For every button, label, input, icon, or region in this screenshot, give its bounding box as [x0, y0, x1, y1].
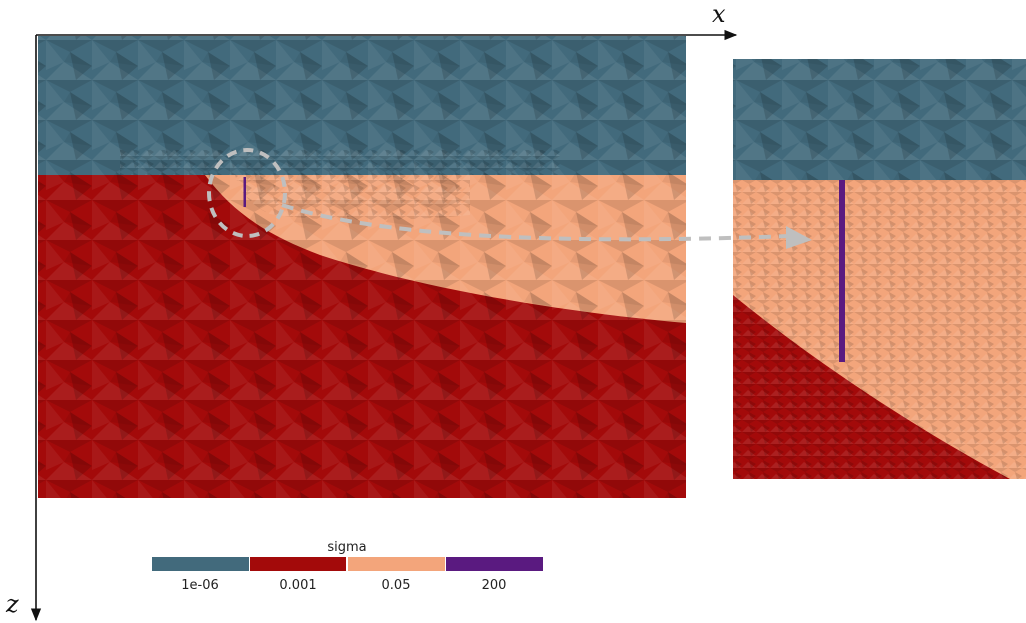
z-axis-label: z	[5, 590, 19, 618]
color-legend: sigma 1e-06 0.001 0.05 200	[152, 540, 543, 593]
legend-swatch-4	[446, 557, 543, 571]
well-fill	[243, 177, 246, 207]
legend-swatch-3	[348, 557, 445, 571]
legend-label-2: 0.001	[279, 578, 316, 593]
zoom-arrow-head	[786, 226, 812, 249]
target-fine-mesh	[235, 175, 470, 221]
inset-well-line	[839, 180, 845, 362]
inset-host-fill-texture	[733, 295, 1010, 479]
main-mesh	[38, 36, 686, 498]
legend-label-3: 0.05	[382, 578, 411, 593]
air-layer	[38, 36, 686, 175]
target-region	[205, 175, 686, 323]
legend-title: sigma	[327, 540, 366, 555]
well-line	[243, 177, 246, 207]
axes: x z	[5, 0, 738, 622]
zoom-circle	[207, 148, 287, 238]
air-fill-texture	[38, 36, 686, 175]
legend-swatch-2	[250, 557, 346, 571]
x-axis-label: x	[712, 0, 726, 28]
air-fine-mesh	[120, 150, 560, 175]
inset-air-layer	[733, 59, 1026, 180]
inset-host-region	[733, 295, 1010, 479]
inset-air-fill-texture	[733, 59, 1026, 180]
legend-label-4: 200	[482, 578, 507, 593]
zoom-inset	[733, 59, 1026, 479]
legend-label-1: 1e-06	[181, 578, 219, 593]
inset-well-fill	[839, 180, 845, 362]
zoom-arrow	[281, 203, 791, 242]
legend-swatch-1	[152, 557, 249, 571]
